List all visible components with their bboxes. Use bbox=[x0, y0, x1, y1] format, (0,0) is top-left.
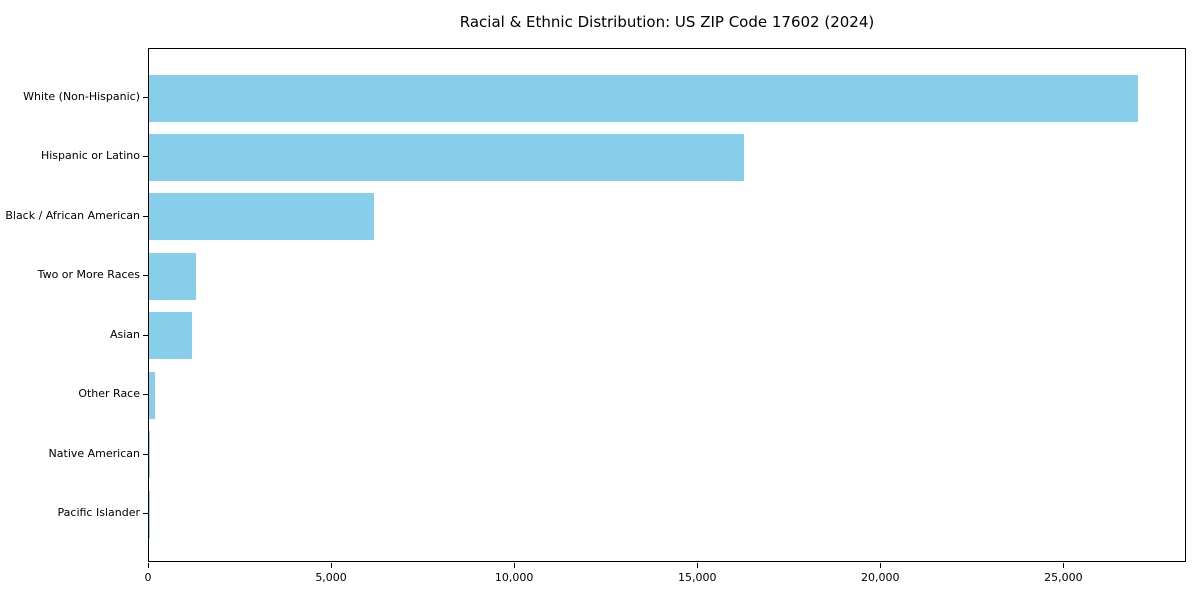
y-tick-label-other-race: Other Race bbox=[78, 387, 140, 401]
y-tick-mark bbox=[143, 334, 148, 336]
x-tick-mark bbox=[514, 563, 516, 568]
chart-title: Racial & Ethnic Distribution: US ZIP Cod… bbox=[459, 13, 875, 31]
x-tick-label-20-000: 20,000 bbox=[861, 571, 900, 584]
y-tick-label-pacific-islander: Pacific Islander bbox=[57, 506, 140, 519]
x-tick-mark bbox=[331, 563, 333, 568]
bar-hispanic-or-latino bbox=[149, 133, 745, 181]
y-tick-label-black-african-american: Black / African American bbox=[5, 208, 140, 222]
x-tick-label-15-000: 15,000 bbox=[677, 571, 717, 584]
y-tick-mark bbox=[143, 215, 148, 217]
x-tick-label-0: 0 bbox=[144, 571, 152, 584]
bar-other-race bbox=[149, 371, 155, 419]
y-tick-mark bbox=[143, 394, 148, 396]
y-tick-mark bbox=[143, 275, 148, 277]
x-tick-label-5-000: 5,000 bbox=[315, 571, 347, 584]
y-tick-mark bbox=[143, 513, 148, 514]
x-tick-mark bbox=[697, 563, 699, 568]
x-tick-mark bbox=[148, 563, 149, 568]
bar-black-african-american bbox=[149, 193, 375, 241]
bar-native-american bbox=[149, 431, 151, 479]
bar-asian bbox=[149, 312, 193, 360]
y-tick-label-white-non-hispanic: White (Non-Hispanic) bbox=[23, 90, 140, 103]
plot-area bbox=[148, 48, 1186, 562]
y-tick-label-hispanic-or-latino: Hispanic or Latino bbox=[40, 149, 140, 163]
x-tick-label-10-000: 10,000 bbox=[494, 571, 534, 584]
x-tick-mark bbox=[880, 563, 882, 568]
bar-white-non-hispanic bbox=[149, 74, 1138, 122]
bar-two-or-more-races bbox=[149, 252, 197, 300]
y-tick-mark bbox=[143, 156, 148, 158]
y-tick-mark bbox=[143, 97, 148, 98]
y-tick-label-two-or-more-races: Two or More Races bbox=[37, 268, 140, 282]
y-tick-mark bbox=[143, 453, 148, 455]
x-tick-label-25-000: 25,000 bbox=[1044, 571, 1083, 584]
y-tick-label-native-american: Native American bbox=[48, 446, 140, 460]
bar-pacific-islander bbox=[149, 490, 150, 538]
y-tick-label-asian: Asian bbox=[109, 327, 140, 341]
x-tick-mark bbox=[1063, 563, 1065, 568]
